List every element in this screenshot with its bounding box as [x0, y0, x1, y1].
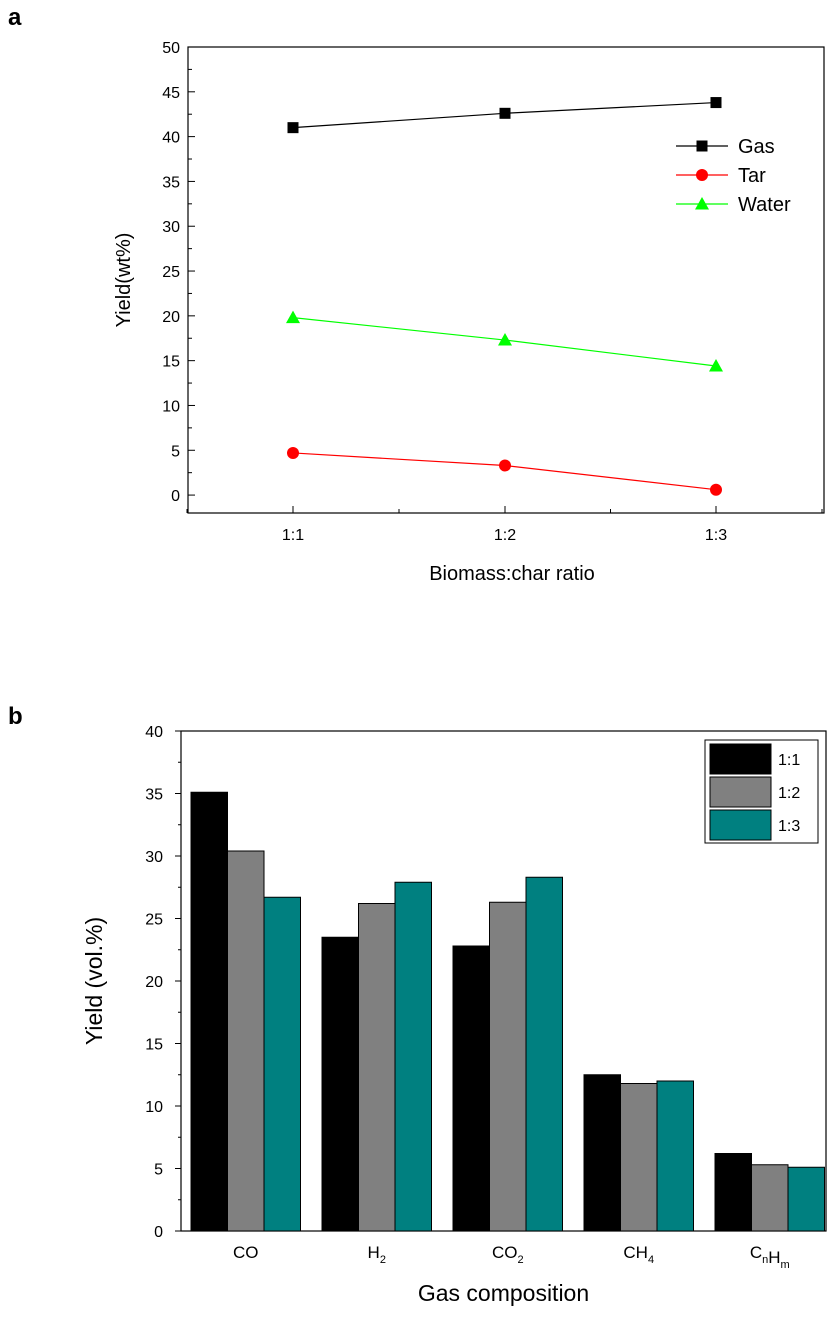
bar	[656, 1080, 694, 1232]
series-water	[286, 310, 723, 372]
bar	[452, 945, 490, 1232]
bar	[227, 850, 265, 1232]
panel-label-b: b	[8, 703, 23, 730]
bar	[321, 936, 359, 1232]
legend-swatch	[709, 776, 772, 808]
bar	[358, 903, 396, 1232]
y-tick-label: 10	[145, 1099, 163, 1116]
x-tick-label: CnHm	[750, 1243, 790, 1271]
x-axis-title: Biomass:char ratio	[429, 563, 595, 585]
data-point-gas	[287, 122, 299, 134]
y-tick-label: 25	[145, 912, 163, 929]
data-point-tar	[710, 483, 722, 496]
legend-marker	[696, 140, 708, 152]
bar	[489, 901, 527, 1232]
data-point-water	[286, 310, 300, 324]
y-tick-label: 30	[145, 849, 163, 866]
bar	[714, 1153, 752, 1232]
panel-label-a: a	[8, 4, 22, 31]
bar	[787, 1166, 825, 1232]
legend-label: Water	[738, 194, 791, 216]
y-tick-label: 25	[162, 264, 180, 281]
y-tick-label: 0	[154, 1224, 163, 1241]
y-tick-label: 40	[162, 130, 180, 147]
bar	[263, 896, 301, 1232]
data-point-water	[709, 359, 723, 372]
y-tick-label: 0	[171, 488, 180, 505]
bar	[394, 881, 432, 1232]
x-tick-label: 1:2	[494, 527, 516, 544]
series-1-1	[190, 791, 752, 1232]
y-tick-label: 10	[162, 398, 180, 415]
legend-label: 1:3	[778, 818, 800, 835]
y-axis-title: Yield(wt%)	[113, 233, 135, 328]
data-point-gas	[499, 107, 511, 119]
legend-swatch	[709, 809, 772, 841]
legend-swatch	[709, 743, 772, 775]
bar	[751, 1164, 789, 1232]
series-tar	[287, 446, 722, 496]
data-point-water	[498, 333, 512, 346]
bar	[190, 791, 228, 1232]
x-tick-label: CH4	[623, 1243, 654, 1266]
y-axis-title: Yield (vol.%)	[81, 917, 107, 1045]
data-point-tar	[499, 459, 511, 472]
bar	[525, 876, 563, 1232]
series-gas	[287, 97, 722, 134]
x-tick-label: 1:1	[282, 527, 304, 544]
legend-marker	[696, 169, 708, 181]
y-tick-label: 20	[162, 309, 180, 326]
bar	[583, 1074, 621, 1232]
data-point-gas	[710, 97, 722, 109]
series-1-2	[227, 850, 789, 1232]
data-point-tar	[287, 446, 299, 459]
y-tick-label: 5	[171, 443, 180, 460]
x-tick-label: H2	[368, 1243, 386, 1266]
x-tick-label: CO	[233, 1243, 259, 1262]
y-tick-label: 35	[145, 787, 163, 804]
x-tick-label: CO2	[492, 1243, 524, 1266]
y-tick-label: 15	[162, 354, 180, 371]
y-tick-label: 30	[162, 219, 180, 236]
bar	[620, 1083, 658, 1232]
y-tick-label: 40	[145, 724, 163, 741]
legend: 1:1 1:2 1:3	[704, 739, 819, 844]
plot-frame	[187, 46, 825, 514]
legend: Gas Tar Water	[676, 136, 791, 216]
x-tick-label: 1:3	[705, 527, 727, 544]
legend-label: Gas	[738, 136, 775, 158]
legend-marker	[695, 197, 709, 210]
line-chart-yield-wt: 0 5 10 15 20 25 30 35 40 45 50 1:1 1:2 1:3 Biomass:cha…	[113, 40, 825, 585]
y-tick-label: 20	[145, 974, 163, 991]
y-tick-label: 50	[162, 40, 180, 57]
x-axis-title: Gas composition	[418, 1280, 589, 1306]
y-tick-label: 45	[162, 85, 180, 102]
y-tick-label: 35	[162, 174, 180, 191]
series-1-3	[263, 876, 825, 1232]
legend-label: 1:2	[778, 785, 800, 802]
y-tick-label: 15	[145, 1037, 163, 1054]
legend-label: 1:1	[778, 752, 800, 769]
legend-label: Tar	[738, 165, 766, 187]
y-tick-label: 5	[154, 1162, 163, 1179]
